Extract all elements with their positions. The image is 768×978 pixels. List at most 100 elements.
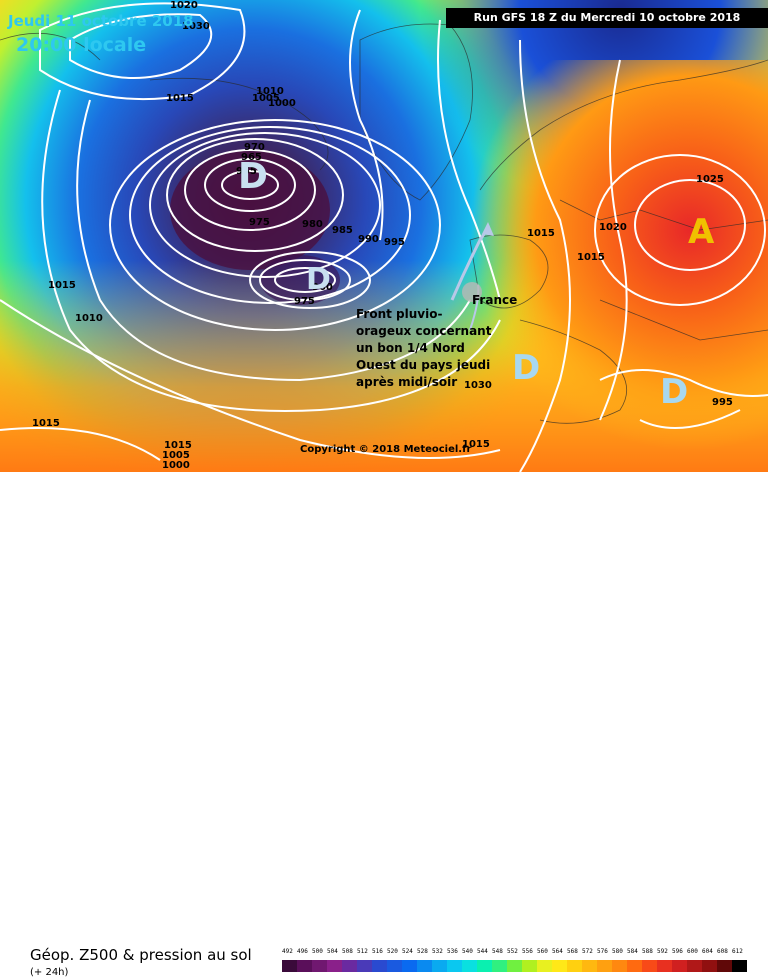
scale-tick-label: 528 (417, 948, 428, 955)
isobar-label: 1015 (48, 280, 76, 291)
isobar-label: 965 (241, 152, 262, 163)
annotation-line: un bon 1/4 Nord (356, 341, 465, 355)
scale-tick-label: 600 (687, 948, 698, 955)
scale-swatch (717, 960, 732, 972)
legend-subtitle: (+ 24h) (30, 967, 69, 978)
scale-swatch (327, 960, 342, 972)
isobar-label: 1020 (599, 222, 627, 233)
annotation-note: Front pluvio- orageux concernant un bon … (356, 306, 491, 391)
scale-tick-label: 496 (297, 948, 308, 955)
scale-swatch (297, 960, 312, 972)
scale-tick-label: 612 (732, 948, 743, 955)
annotation-line: après midi/soir (356, 375, 458, 389)
scale-swatch (597, 960, 612, 972)
scale-swatch (372, 960, 387, 972)
region-label-france: France (472, 293, 518, 307)
scale-tick-label: 584 (627, 948, 638, 955)
scale-swatch (552, 960, 567, 972)
scale-swatch (582, 960, 597, 972)
scale-tick-label: 592 (657, 948, 668, 955)
scale-tick-label: 580 (612, 948, 623, 955)
model-run-banner: Run GFS 18 Z du Mercredi 10 octobre 2018 (446, 8, 768, 28)
scale-swatch (417, 960, 432, 972)
scale-tick-label: 568 (567, 948, 578, 955)
scale-swatch (477, 960, 492, 972)
scale-tick-label: 536 (447, 948, 458, 955)
scale-tick-label: 564 (552, 948, 563, 955)
scale-swatch (657, 960, 672, 972)
isobar-label: 960 (312, 282, 333, 293)
isobars (0, 2, 768, 472)
scale-tick-label: 540 (462, 948, 473, 955)
scale-tick-label: 608 (717, 948, 728, 955)
isobar-label: 1010 (256, 86, 284, 97)
isobar-label: 975 (249, 217, 270, 228)
isobar-label: 1015 (32, 418, 60, 429)
front-arrow (450, 222, 494, 331)
scale-tick-label: 516 (372, 948, 383, 955)
scale-swatch (282, 960, 297, 972)
scale-swatch (702, 960, 717, 972)
scale-tick-label: 524 (402, 948, 413, 955)
scale-tick-label: 588 (642, 948, 653, 955)
scale-swatch (342, 960, 357, 972)
isobar-label: 1000 (162, 460, 190, 471)
scale-tick-label: 572 (582, 948, 593, 955)
scale-tick-label: 576 (597, 948, 608, 955)
isobar-label: 1005 (252, 93, 280, 104)
scale-swatch (387, 960, 402, 972)
copyright: Copyright © 2018 Meteociel.fr (300, 444, 472, 455)
scale-tick-label: 556 (522, 948, 533, 955)
scale-swatch (462, 960, 477, 972)
high-pressure-center: A (688, 212, 715, 252)
isobar-label: 980 (302, 219, 323, 230)
isobar-label: 970 (244, 142, 265, 153)
isobar-label: 985 (332, 225, 353, 236)
weather-map: 1020 1030 1015 1010 1005 1000 970 965 95… (0, 0, 768, 472)
scale-tick-label: 596 (672, 948, 683, 955)
scale-tick-label: 552 (507, 948, 518, 955)
isobar-label: 1030 (182, 21, 210, 32)
scale-tick-label: 512 (357, 948, 368, 955)
scale-swatch (447, 960, 462, 972)
low-pressure-center: D (512, 348, 541, 388)
isobar-label: 1005 (162, 450, 190, 461)
scale-swatch (492, 960, 507, 972)
scale-swatch (672, 960, 687, 972)
annotation-line: Ouest du pays jeudi (356, 358, 491, 372)
isobar-label: 1020 (170, 0, 198, 11)
isobar-label: 1015 (164, 440, 192, 451)
annotation-line: Front pluvio- (356, 307, 443, 321)
color-scale: 492 496 500 504 508 512 516 520 524 528 532 536 540 5… (282, 948, 750, 978)
isobar-label: 1015 (166, 93, 194, 104)
isobar-label: 1025 (696, 174, 724, 185)
forecast-time: 20:00 locale (16, 34, 147, 56)
isobar-label: 995 (384, 237, 405, 248)
scale-tick-label: 520 (387, 948, 398, 955)
scale-swatch (522, 960, 537, 972)
scale-tick-label: 560 (537, 948, 548, 955)
scale-tick-label: 492 (282, 948, 293, 955)
scale-tick-label: 504 (327, 948, 338, 955)
isobar-label: 1010 (75, 313, 103, 324)
annotation-line: orageux concernant (356, 324, 492, 338)
scale-swatch (432, 960, 447, 972)
low-pressure-center: D (238, 156, 268, 197)
scale-tick-label: 508 (342, 948, 353, 955)
scale-swatch (537, 960, 552, 972)
scale-tick-label: 544 (477, 948, 488, 955)
scale-swatch (507, 960, 522, 972)
legend-bar: Géop. Z500 & pression au sol (+ 24h) 492… (0, 472, 768, 978)
isobar-label: 1030 (464, 380, 492, 391)
scale-swatch (357, 960, 372, 972)
scale-swatch (732, 960, 747, 972)
isobar-label: 1015 (527, 228, 555, 239)
scale-tick-label: 604 (702, 948, 713, 955)
coastlines (0, 23, 768, 424)
scale-swatch (402, 960, 417, 972)
scale-swatch (642, 960, 657, 972)
scale-swatch (687, 960, 702, 972)
scale-tick-label: 548 (492, 948, 503, 955)
isobar-label: 1000 (268, 98, 296, 109)
low-pressure-center: D (306, 262, 331, 297)
